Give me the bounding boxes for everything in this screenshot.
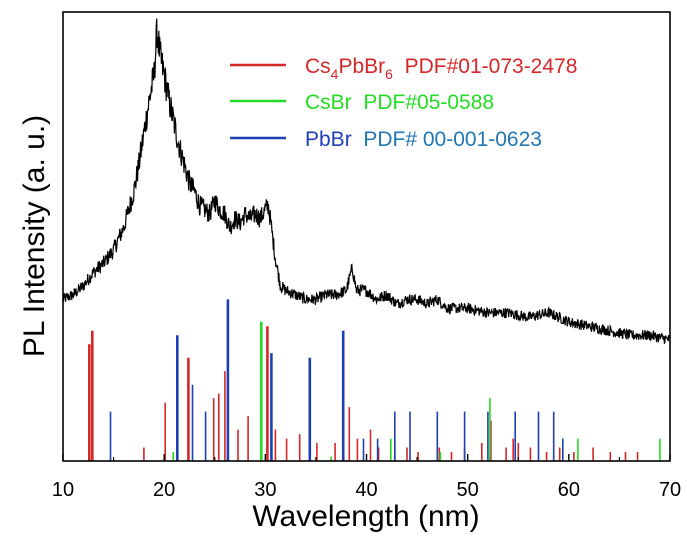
x-tick-label: 40: [355, 479, 377, 501]
legend: Cs4PbBr6 PDF#01-073-2478 CsBr PDF#05-0588…: [230, 55, 577, 151]
x-tick-label: 30: [254, 479, 276, 501]
x-axis-label: Wavelength (nm): [252, 500, 479, 533]
legend-label: CsBr PDF#05-0588: [305, 91, 494, 114]
ref-pattern-cs4pbbr6: [88, 326, 639, 461]
legend-entry: Cs4PbBr6 PDF#01-073-2478: [230, 55, 577, 82]
y-axis-label: PL Intensity (a. u.): [18, 115, 51, 357]
ref-pattern-pbbr: [109, 299, 564, 461]
pl-spectrum: [62, 18, 670, 344]
legend-label: PbBr PDF# 00-001-0623: [305, 128, 542, 151]
ref-pattern-csbr: [172, 321, 661, 461]
legend-label: Cs4PbBr6 PDF#01-073-2478: [305, 55, 577, 82]
legend-entry: CsBr PDF#05-0588: [230, 91, 494, 114]
spectrum-line: [62, 18, 670, 344]
x-tick-label: 50: [457, 479, 479, 501]
x-tick-label: 70: [659, 479, 681, 501]
x-tick-label: 60: [558, 479, 580, 501]
x-axis: 10 20 30 40 50 60 70: [52, 454, 681, 501]
legend-entry: PbBr PDF# 00-001-0623: [230, 128, 542, 151]
reference-patterns: [88, 299, 661, 461]
x-tick-label: 20: [153, 479, 175, 501]
x-tick-label: 10: [52, 479, 74, 501]
